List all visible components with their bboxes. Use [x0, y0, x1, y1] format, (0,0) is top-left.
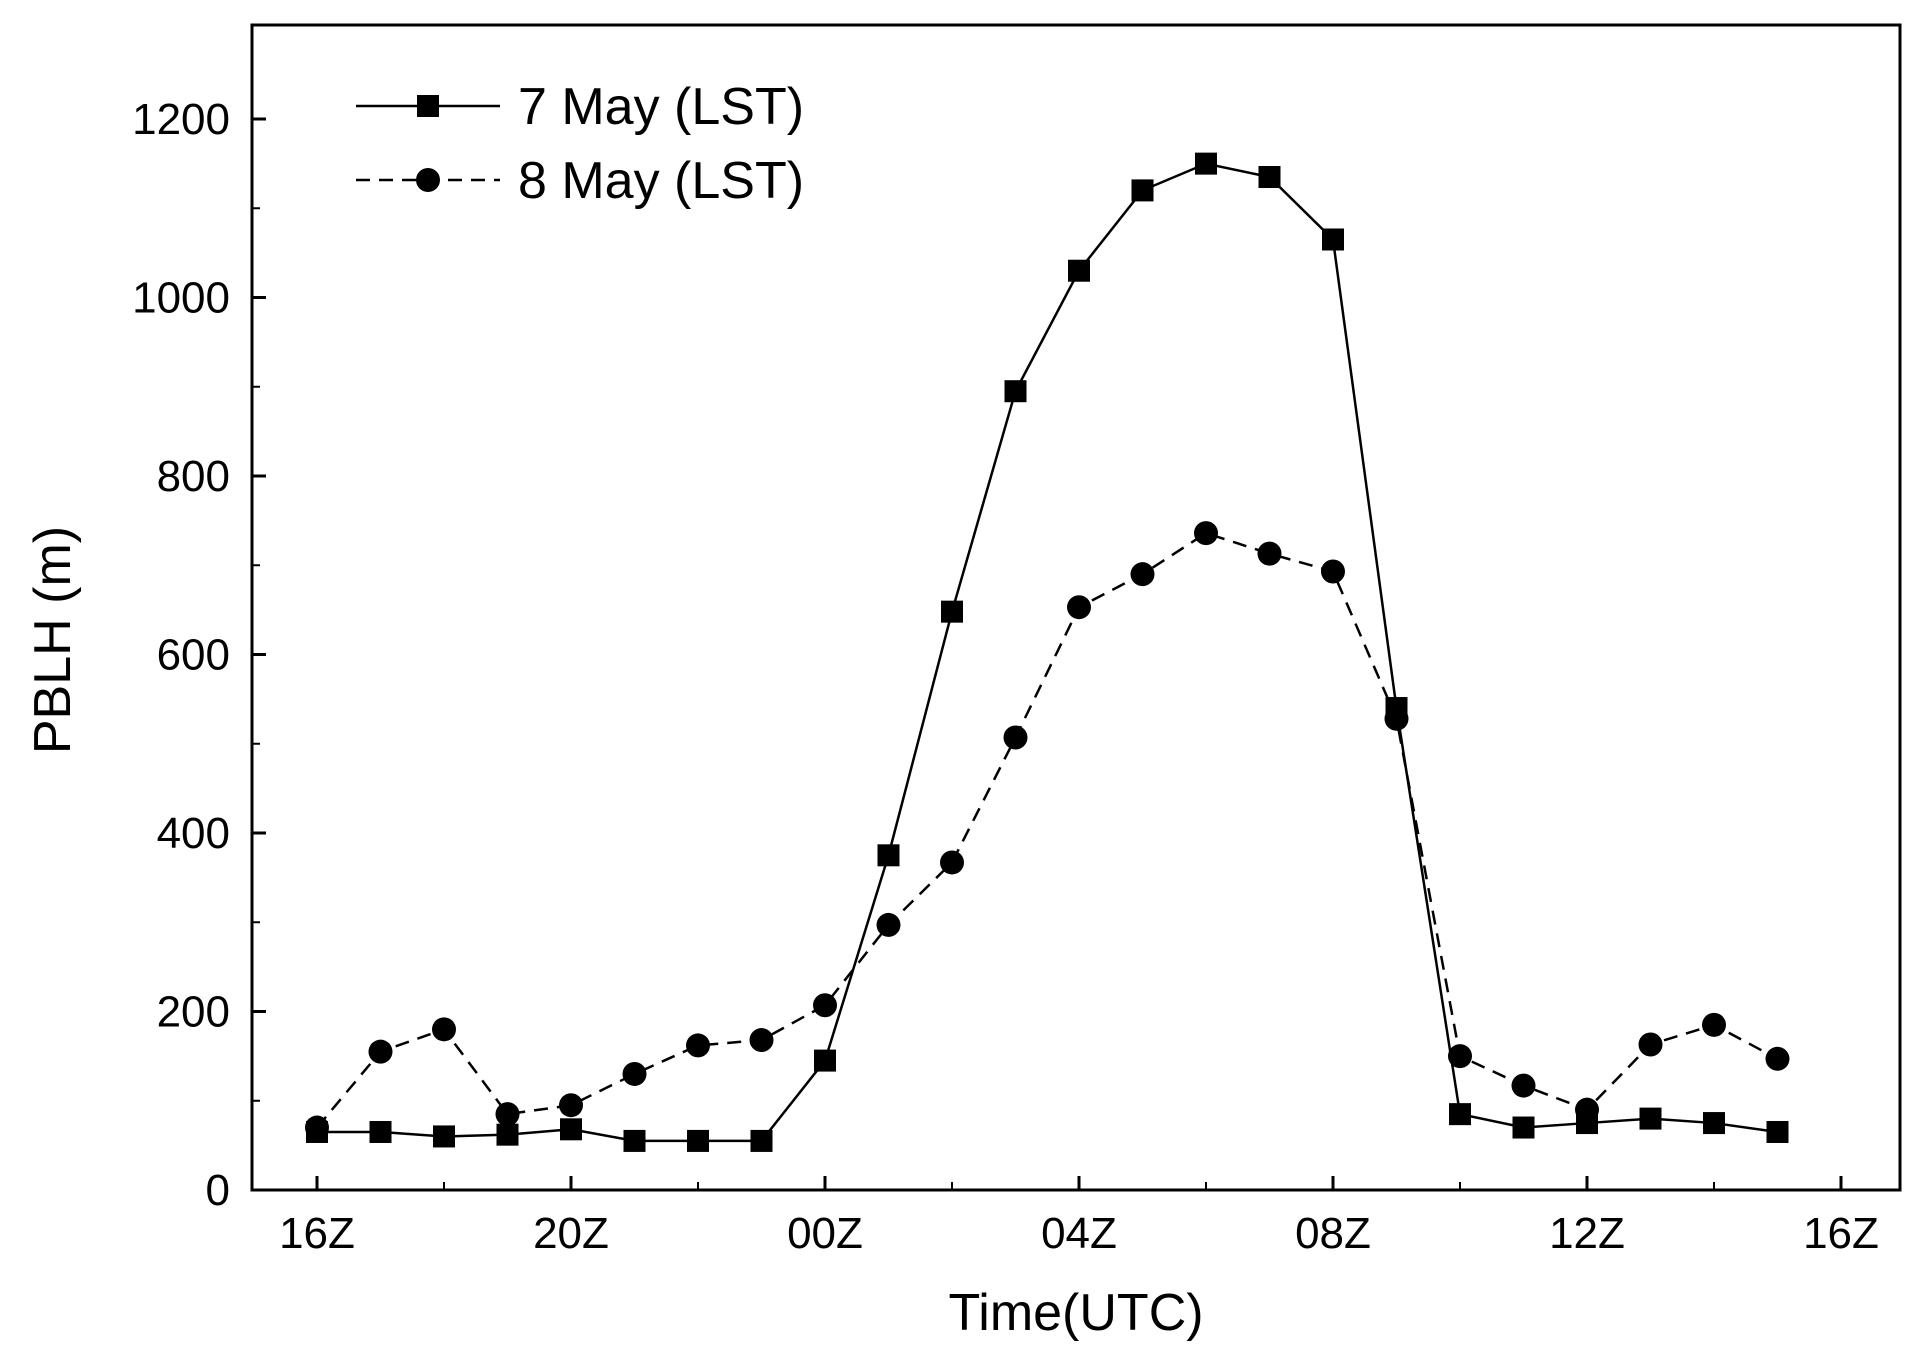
data-point-circle [1638, 1032, 1663, 1057]
data-point-circle [1448, 1044, 1472, 1069]
data-point-circle [1511, 1073, 1536, 1098]
data-point-circle [1575, 1097, 1599, 1122]
data-point-circle [686, 1033, 710, 1058]
data-point-circle [368, 1039, 393, 1064]
data-point-circle [559, 1093, 583, 1118]
data-point-circle [1067, 595, 1091, 620]
data-point-circle [1257, 541, 1282, 566]
data-point-square [1195, 152, 1217, 175]
y-tick-label: 200 [157, 988, 230, 1037]
x-axis-ticks: 16Z 20Z 00Z 04Z 08Z 12Z 16Z [279, 1176, 1879, 1258]
x-tick-label: 16Z [1803, 1209, 1879, 1258]
series-line-2 [316, 531, 1779, 1129]
data-point-square [623, 1129, 646, 1152]
data-point-square [433, 1125, 455, 1148]
y-tick-label: 0 [206, 1166, 230, 1215]
y-tick-label: 400 [157, 809, 230, 858]
data-point-square [1068, 259, 1090, 282]
x-tick-label: 08Z [1295, 1209, 1371, 1258]
data-point-circle [1194, 521, 1218, 546]
data-point-square [369, 1120, 392, 1143]
data-point-circle [1702, 1012, 1726, 1037]
data-point-circle [1765, 1046, 1790, 1071]
data-point-circle [305, 1115, 329, 1140]
data-point-circle [749, 1028, 774, 1053]
legend-marker-circle [416, 168, 440, 192]
data-point-square [877, 844, 900, 867]
data-point-square [814, 1049, 836, 1072]
data-point-circle [1321, 559, 1345, 584]
data-point-circle [813, 993, 837, 1018]
data-point-circle [1130, 562, 1155, 587]
legend: 7 May (LST) 8 May (LST) [356, 78, 804, 210]
data-point-square [1258, 166, 1281, 189]
data-point-circle [622, 1061, 647, 1086]
data-point-square [496, 1123, 519, 1146]
data-point-square [1766, 1120, 1789, 1143]
data-point-circle [876, 912, 901, 937]
y-axis-ticks: 0 200 400 600 800 1000 1200 [132, 95, 266, 1215]
x-tick-label: 16Z [279, 1209, 355, 1258]
series-line-1 [317, 162, 1778, 1143]
x-tick-label: 20Z [533, 1209, 609, 1258]
x-axis-label: Time(UTC) [948, 1284, 1203, 1342]
y-tick-label: 600 [157, 631, 230, 680]
x-tick-label: 00Z [787, 1209, 863, 1258]
data-point-square [560, 1118, 582, 1141]
y-axis-label: PBLH (m) [24, 526, 82, 754]
data-point-square [941, 600, 963, 623]
data-point-square [1512, 1116, 1535, 1139]
plot-frame [250, 23, 1902, 1192]
legend-label: 8 May (LST) [518, 152, 804, 210]
y-tick-label: 1200 [132, 95, 230, 144]
data-point-square [687, 1129, 709, 1152]
legend-marker-square [417, 95, 439, 117]
data-point-circle [1003, 725, 1028, 750]
y-tick-label: 800 [157, 452, 230, 501]
data-point-square [1449, 1103, 1471, 1126]
legend-label: 7 May (LST) [518, 78, 804, 136]
series-layer [305, 152, 1790, 1152]
x-tick-label: 04Z [1041, 1209, 1117, 1258]
data-point-square [750, 1129, 773, 1152]
data-point-circle [432, 1017, 456, 1042]
data-point-square [1004, 380, 1027, 403]
data-point-circle [940, 850, 964, 875]
y-tick-label: 1000 [132, 274, 230, 323]
data-point-square [1131, 179, 1154, 202]
data-point-square [1322, 228, 1344, 251]
x-tick-label: 12Z [1549, 1209, 1625, 1258]
data-point-circle [495, 1102, 520, 1127]
data-point-square [1703, 1112, 1725, 1135]
data-point-circle [1384, 706, 1409, 731]
data-point-square [1639, 1107, 1662, 1130]
